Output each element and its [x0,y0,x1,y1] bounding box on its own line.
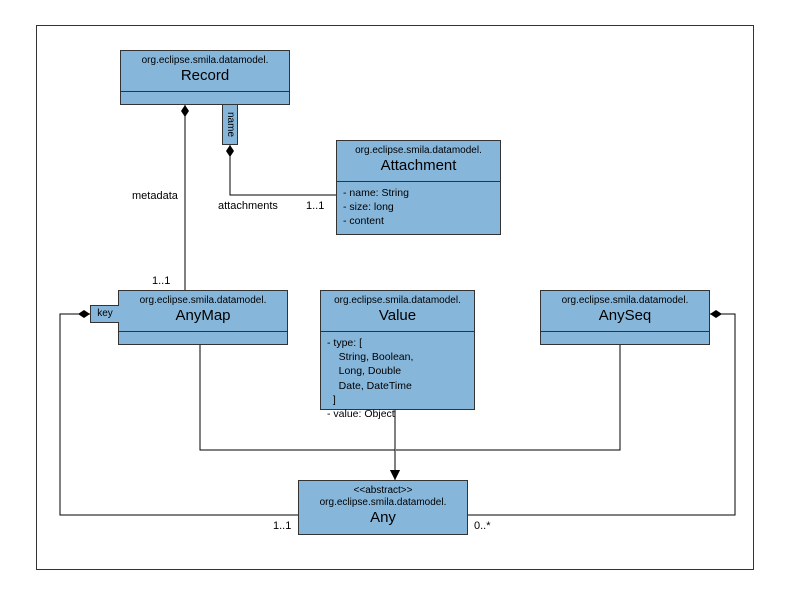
class-attachment-body: - name: String - size: long - content [337,182,500,233]
class-anyseq-pkg: org.eclipse.smila.datamodel. [547,295,703,307]
class-any-name: Any [305,509,461,527]
class-anymap: org.eclipse.smila.datamodel. AnyMap [118,290,288,345]
label-attachments: attachments [218,200,278,212]
class-any-stereo: <<abstract>> [305,485,461,497]
class-anymap-pkg: org.eclipse.smila.datamodel. [125,295,281,307]
class-value-body: - type: [ String, Boolean, Long, Double … [321,332,474,425]
class-any-pkg: org.eclipse.smila.datamodel. [305,497,461,509]
class-anyseq: org.eclipse.smila.datamodel. AnySeq [540,290,710,345]
class-anyseq-name: AnySeq [547,307,703,325]
label-mult-map: 1..1 [152,275,170,287]
class-anymap-name: AnyMap [125,307,281,325]
class-attachment-name: Attachment [343,157,494,175]
class-record: org.eclipse.smila.datamodel. Record [120,50,290,105]
label-mult-any-left: 1..1 [273,520,291,532]
key-tab: key [90,305,119,323]
class-value: org.eclipse.smila.datamodel. Value - typ… [320,290,475,410]
label-mult-att: 1..1 [306,200,324,212]
class-record-pkg: org.eclipse.smila.datamodel. [127,55,283,67]
name-tab-label: name [225,112,236,137]
class-value-pkg: org.eclipse.smila.datamodel. [327,295,468,307]
key-tab-label: key [97,308,113,319]
class-record-name: Record [127,67,283,85]
class-attachment: org.eclipse.smila.datamodel. Attachment … [336,140,501,235]
class-any: <<abstract>> org.eclipse.smila.datamodel… [298,480,468,535]
class-value-name: Value [327,307,468,325]
class-attachment-pkg: org.eclipse.smila.datamodel. [343,145,494,157]
name-tab: name [222,105,238,145]
label-metadata: metadata [132,190,178,202]
label-mult-any-right: 0..* [474,520,491,532]
